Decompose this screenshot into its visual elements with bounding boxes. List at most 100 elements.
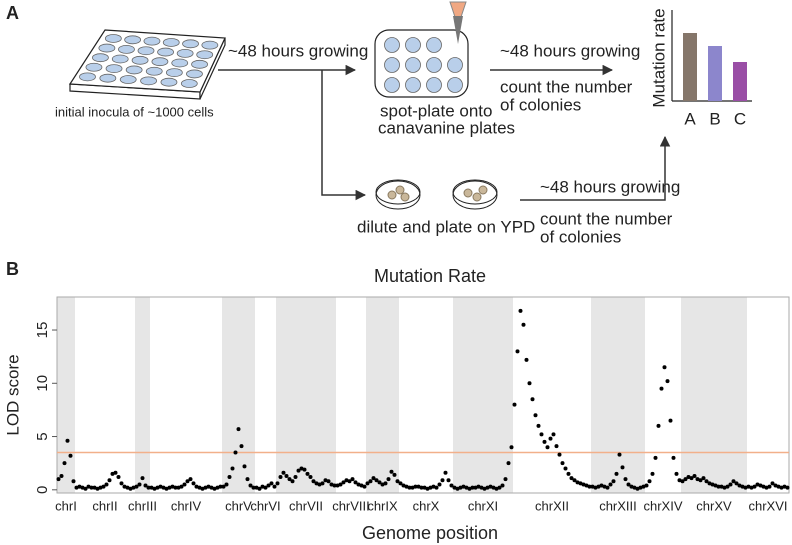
lod-point — [323, 478, 328, 483]
lod-point — [266, 483, 271, 488]
lod-point — [95, 486, 100, 491]
lod-point — [236, 427, 241, 432]
lod-point — [593, 485, 598, 490]
lod-point — [398, 481, 403, 486]
well — [176, 49, 194, 58]
lod-point — [683, 477, 688, 482]
lod-point — [284, 473, 289, 478]
lod-point — [329, 482, 334, 487]
lod-point — [695, 477, 700, 482]
lod-point — [635, 486, 640, 491]
lod-point — [611, 479, 616, 484]
lod-point — [356, 482, 361, 487]
well — [157, 47, 174, 57]
result-icon — [671, 10, 752, 102]
lod-point — [761, 484, 766, 489]
chromosome-band — [591, 297, 645, 493]
lod-point — [599, 483, 604, 488]
lod-point — [686, 475, 691, 480]
lod-point — [455, 486, 460, 491]
spot — [447, 57, 463, 73]
x-tick-label: chrIII — [128, 498, 157, 513]
lod-point — [785, 485, 790, 490]
spot — [405, 37, 421, 53]
y-axis-label: LOD score — [3, 354, 22, 435]
lod-point — [374, 478, 379, 483]
lod-point — [218, 484, 223, 489]
lod-point — [182, 482, 187, 487]
lod-point — [233, 450, 238, 455]
lod-point — [317, 482, 322, 487]
chromosome-band — [366, 297, 399, 493]
lod-point — [707, 481, 712, 486]
lod-point — [614, 471, 619, 476]
well — [137, 46, 155, 56]
lod-point — [92, 485, 97, 490]
lod-point — [179, 484, 184, 489]
lod-point — [677, 478, 682, 483]
lod-point — [488, 484, 493, 489]
lod-point — [395, 479, 400, 484]
lod-point — [287, 477, 292, 482]
lod-point — [755, 482, 760, 487]
panel-label: B — [6, 259, 19, 279]
lod-point — [80, 485, 85, 490]
lod-point — [674, 471, 679, 476]
lod-point — [212, 486, 217, 491]
lod-point — [197, 485, 202, 490]
result-category: C — [734, 109, 746, 128]
lod-point — [722, 485, 727, 490]
lod-point — [467, 486, 472, 491]
lod-point — [452, 485, 457, 490]
spot — [426, 37, 442, 53]
spot — [447, 77, 463, 93]
lod-point — [326, 479, 331, 484]
lod-point — [410, 485, 415, 490]
lod-point — [59, 473, 64, 478]
lod-point — [734, 481, 739, 486]
lod-point — [713, 483, 718, 488]
lod-point — [359, 483, 364, 488]
lod-point — [575, 480, 580, 485]
lod-point — [113, 470, 118, 475]
well — [105, 64, 123, 73]
inoculum-label: initial inocula of ~1000 cells — [55, 104, 214, 119]
lod-point — [110, 471, 115, 476]
x-tick-label: chrXII — [535, 498, 569, 513]
lod-point — [521, 322, 526, 327]
lod-point — [404, 484, 409, 489]
x-tick-label: chrVIII — [332, 498, 370, 513]
lod-point — [698, 478, 703, 483]
lod-point — [281, 470, 286, 475]
lod-point — [626, 482, 631, 487]
lod-point — [191, 481, 196, 486]
lod-point — [257, 486, 262, 491]
lod-point — [563, 466, 568, 471]
lod-point — [401, 483, 406, 488]
lod-point — [560, 461, 565, 466]
count-label: of colonies — [540, 227, 621, 246]
lod-point — [662, 365, 667, 370]
lod-point — [584, 483, 589, 488]
lod-point — [275, 481, 280, 486]
well — [85, 62, 103, 72]
panel-label: A — [6, 3, 19, 23]
lod-point — [434, 485, 439, 490]
lod-point — [431, 484, 436, 489]
y-tick-label: 0 — [34, 486, 51, 494]
x-tick-label: chrXIV — [643, 498, 682, 513]
lod-point — [536, 423, 541, 428]
lod-point — [380, 482, 385, 487]
lod-point — [590, 484, 595, 489]
count-label: count the number — [500, 77, 633, 96]
well — [118, 45, 135, 54]
lod-point — [137, 482, 142, 487]
lod-point — [203, 485, 208, 490]
lod-point — [116, 475, 121, 480]
lod-point — [764, 485, 769, 490]
lod-point — [344, 478, 349, 483]
well — [171, 58, 189, 68]
lod-point — [716, 484, 721, 489]
lod-point — [758, 483, 763, 488]
lod-point — [143, 483, 148, 488]
